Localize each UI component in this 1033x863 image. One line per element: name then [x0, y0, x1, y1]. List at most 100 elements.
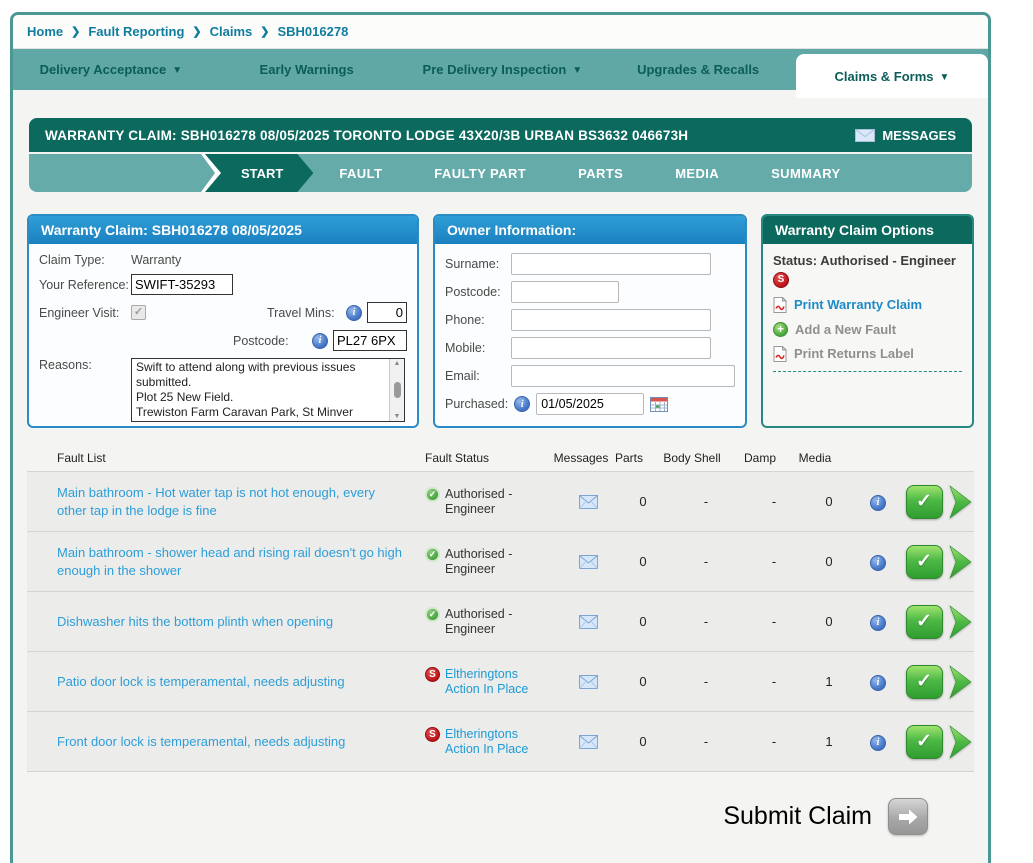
media-count: 0	[825, 494, 833, 509]
tab-upgrades-recalls[interactable]: Upgrades & Recalls	[600, 49, 796, 90]
media-count: 1	[825, 734, 833, 749]
submit-claim-button[interactable]	[888, 798, 928, 835]
fault-title-link[interactable]: Dishwasher hits the bottom plinth when o…	[57, 613, 334, 629]
claim-banner: WARRANTY CLAIM: SBH016278 08/05/2025 TOR…	[29, 118, 972, 192]
purchased-date-input[interactable]	[536, 393, 645, 415]
pdf-icon	[773, 296, 787, 313]
fault-status-text: Eltheringtons Action In Place	[445, 666, 529, 696]
body-shell-value: -	[703, 674, 709, 689]
message-envelope-icon[interactable]	[578, 614, 598, 629]
purchased-label: Purchased:	[445, 397, 509, 411]
chevron-down-icon: ▼	[939, 71, 950, 83]
phone-input[interactable]	[511, 309, 711, 331]
fault-complete-button[interactable]: ✓	[905, 724, 943, 759]
divider	[773, 370, 962, 372]
open-fault-arrow-icon[interactable]	[947, 724, 973, 760]
email-input[interactable]	[511, 365, 735, 387]
postcode-input[interactable]	[333, 330, 407, 351]
engineer-visit-checkbox[interactable]: ✓	[131, 305, 146, 320]
reasons-label: Reasons:	[39, 358, 92, 372]
action-status-icon: S	[425, 666, 440, 682]
header-parts: Parts	[614, 450, 643, 465]
fault-complete-button[interactable]: ✓	[905, 604, 943, 639]
step-fault[interactable]: FAULT	[339, 165, 383, 181]
message-envelope-icon[interactable]	[578, 734, 598, 749]
tab-delivery-acceptance[interactable]: Delivery Acceptance ▼	[13, 49, 209, 90]
fault-title-link[interactable]: Main bathroom - shower head and rising r…	[57, 544, 403, 578]
scroll-down-icon[interactable]: ▼	[393, 413, 401, 420]
fault-table-header: Fault List Fault Status Messages Parts B…	[27, 444, 974, 472]
step-parts[interactable]: PARTS	[578, 165, 624, 181]
owner-postcode-input[interactable]	[511, 281, 619, 303]
surname-input[interactable]	[511, 253, 711, 275]
fault-title-link[interactable]: Main bathroom - Hot water tap is not hot…	[57, 484, 375, 518]
link-label: Add a New Fault	[795, 321, 897, 337]
your-reference-input[interactable]	[131, 274, 233, 295]
travel-mins-input[interactable]	[367, 302, 407, 323]
warranty-claim-options-title: Warranty Claim Options	[763, 216, 972, 244]
tab-early-warnings[interactable]: Early Warnings	[209, 49, 405, 90]
header-fault-status: Fault Status	[425, 450, 490, 465]
info-icon[interactable]: i	[870, 614, 886, 631]
reasons-textarea[interactable]: Swift to attend along with previous issu…	[131, 358, 405, 422]
textarea-scrollbar[interactable]: ▲ ▼	[389, 359, 404, 421]
mobile-input[interactable]	[511, 337, 711, 359]
tab-pre-delivery-inspection[interactable]: Pre Delivery Inspection ▼	[405, 49, 601, 90]
header-messages: Messages	[553, 450, 609, 465]
breadcrumb-claims-link[interactable]: Claims	[209, 24, 253, 39]
breadcrumb-home-link[interactable]: Home	[27, 24, 64, 39]
fault-complete-button[interactable]: ✓	[905, 544, 943, 579]
add-new-fault-link[interactable]: + Add a New Fault	[773, 321, 962, 337]
breadcrumb-fault-reporting-link[interactable]: Fault Reporting	[88, 24, 185, 39]
scrollbar-thumb[interactable]	[393, 382, 401, 398]
breadcrumb: Home ❯ Fault Reporting ❯ Claims ❯ SBH016…	[13, 15, 988, 48]
info-icon[interactable]: i	[870, 554, 886, 571]
tab-claims-forms[interactable]: Claims & Forms ▼	[796, 54, 988, 98]
phone-label: Phone:	[445, 313, 485, 327]
info-icon[interactable]: i	[870, 734, 886, 751]
messages-button[interactable]: MESSAGES	[855, 128, 956, 143]
info-icon[interactable]: i	[870, 674, 886, 691]
message-envelope-icon[interactable]	[578, 494, 598, 509]
envelope-icon	[855, 128, 876, 142]
tab-label: Early Warnings	[259, 62, 354, 77]
fault-status: ✓ S Authorised - Engineer	[417, 606, 557, 637]
scroll-up-icon[interactable]: ▲	[393, 360, 401, 367]
table-row: Front door lock is temperamental, needs …	[27, 712, 974, 772]
open-fault-arrow-icon[interactable]	[947, 544, 973, 580]
parts-count: 0	[639, 494, 647, 509]
open-fault-arrow-icon[interactable]	[947, 484, 973, 520]
message-envelope-icon[interactable]	[578, 674, 598, 689]
open-fault-arrow-icon[interactable]	[947, 664, 973, 700]
fault-title-link[interactable]: Patio door lock is temperamental, needs …	[57, 673, 345, 689]
step-summary[interactable]: SUMMARY	[771, 165, 841, 181]
damp-value: -	[771, 614, 777, 629]
step-faulty-part[interactable]: FAULTY PART	[434, 165, 527, 181]
info-icon[interactable]: i	[346, 304, 362, 321]
parts-count: 0	[639, 554, 647, 569]
fault-status-text: Eltheringtons Action In Place	[445, 726, 529, 756]
main-window: Home ❯ Fault Reporting ❯ Claims ❯ SBH016…	[10, 12, 991, 863]
message-envelope-icon[interactable]	[578, 554, 598, 569]
breadcrumb-claim-id: SBH016278	[277, 24, 349, 39]
add-icon: +	[773, 321, 788, 337]
owner-information-title: Owner Information:	[435, 216, 745, 244]
info-icon[interactable]: i	[514, 396, 531, 412]
table-row: Patio door lock is temperamental, needs …	[27, 652, 974, 712]
info-icon[interactable]: i	[870, 494, 886, 511]
chevron-down-icon: ▼	[572, 65, 583, 76]
postcode-label: Postcode:	[233, 333, 289, 348]
print-returns-label-link[interactable]: Print Returns Label	[773, 345, 962, 362]
fault-complete-button[interactable]: ✓	[905, 664, 943, 699]
step-media[interactable]: MEDIA	[675, 165, 720, 181]
calendar-icon[interactable]	[650, 396, 669, 412]
step-start[interactable]: START	[205, 154, 313, 192]
fault-complete-button[interactable]: ✓	[905, 484, 943, 519]
link-label: Print Returns Label	[794, 346, 914, 361]
info-icon[interactable]: i	[312, 332, 328, 349]
breadcrumb-separator-icon: ❯	[260, 26, 270, 38]
fault-title-link[interactable]: Front door lock is temperamental, needs …	[57, 733, 346, 749]
open-fault-arrow-icon[interactable]	[947, 604, 973, 640]
print-warranty-claim-link[interactable]: Print Warranty Claim	[773, 296, 962, 313]
tab-label: Delivery Acceptance	[39, 62, 167, 77]
